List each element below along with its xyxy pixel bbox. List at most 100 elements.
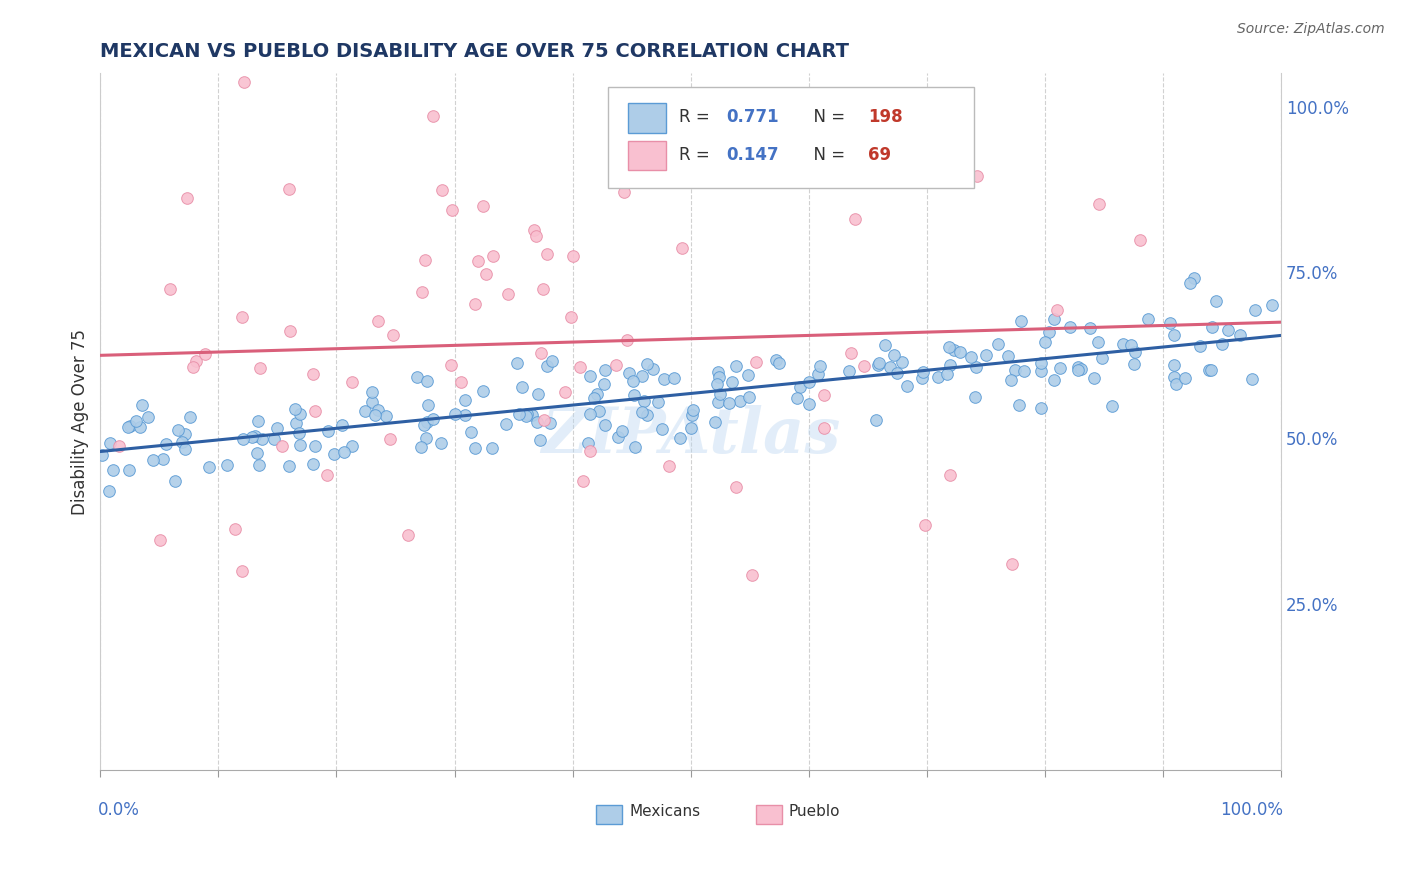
Point xyxy=(472,384,495,399)
Point xyxy=(636,357,658,371)
Point xyxy=(569,360,592,375)
Point xyxy=(215,458,238,473)
Point xyxy=(471,199,494,213)
Point xyxy=(588,404,610,418)
Point xyxy=(868,358,890,372)
FancyBboxPatch shape xyxy=(628,103,666,133)
Point xyxy=(865,412,887,426)
Point xyxy=(367,314,389,328)
Point xyxy=(416,415,439,429)
Point xyxy=(1129,233,1152,247)
Point xyxy=(741,567,763,582)
Point xyxy=(1029,364,1052,378)
Point xyxy=(1119,338,1142,352)
Point xyxy=(974,348,997,362)
Point xyxy=(707,395,730,409)
Point xyxy=(671,241,693,255)
Point xyxy=(725,480,748,494)
Point xyxy=(496,287,519,301)
Point xyxy=(304,439,326,453)
FancyBboxPatch shape xyxy=(607,87,974,188)
Point xyxy=(278,459,301,474)
Point xyxy=(1174,370,1197,384)
Point xyxy=(616,334,638,348)
Point xyxy=(966,169,988,184)
Point xyxy=(330,417,353,432)
Point xyxy=(1163,328,1185,343)
Point xyxy=(1010,314,1032,328)
Point xyxy=(381,328,404,343)
Point xyxy=(1123,357,1146,371)
Point xyxy=(579,369,602,384)
Text: MEXICAN VS PUEBLO DISABILITY AGE OVER 75 CORRELATION CHART: MEXICAN VS PUEBLO DISABILITY AGE OVER 75… xyxy=(100,42,849,61)
Point xyxy=(454,408,477,422)
Point xyxy=(879,359,901,374)
Text: Mexicans: Mexicans xyxy=(630,805,700,819)
Point xyxy=(247,458,270,472)
Point xyxy=(316,425,339,439)
Point xyxy=(576,435,599,450)
Point xyxy=(1164,376,1187,391)
Point xyxy=(510,380,533,394)
Point xyxy=(1198,363,1220,377)
Point xyxy=(582,391,605,405)
Text: 198: 198 xyxy=(868,108,903,127)
Point xyxy=(607,430,630,444)
Point xyxy=(444,408,467,422)
Point xyxy=(396,528,419,542)
Point xyxy=(738,391,761,405)
Point xyxy=(853,359,876,373)
Point xyxy=(1000,373,1022,387)
Point xyxy=(280,324,302,338)
Point xyxy=(481,249,503,263)
Point xyxy=(354,404,377,418)
Point xyxy=(524,229,547,244)
Point xyxy=(429,436,451,450)
Point xyxy=(131,398,153,412)
Point xyxy=(839,345,862,359)
Point xyxy=(647,395,669,409)
Point xyxy=(1240,372,1263,386)
Point xyxy=(91,448,114,462)
Point xyxy=(302,457,325,471)
Point xyxy=(1112,337,1135,351)
Point xyxy=(786,391,808,405)
Point xyxy=(98,436,121,450)
Point xyxy=(1031,401,1053,416)
Point xyxy=(246,414,269,428)
Text: N =: N = xyxy=(803,108,851,127)
Point xyxy=(1038,326,1060,340)
Point xyxy=(129,419,152,434)
Point xyxy=(641,362,664,376)
Point xyxy=(813,388,835,402)
Point xyxy=(304,403,326,417)
Point xyxy=(728,393,751,408)
Point xyxy=(288,425,311,440)
Point xyxy=(765,352,787,367)
Point xyxy=(938,341,960,355)
Point xyxy=(789,380,811,394)
Point xyxy=(361,385,384,400)
Point xyxy=(1059,320,1081,334)
Point xyxy=(593,362,616,376)
Point xyxy=(533,413,555,427)
Point xyxy=(422,411,444,425)
Point xyxy=(744,355,766,369)
Point xyxy=(1049,361,1071,376)
Text: 0.771: 0.771 xyxy=(725,108,779,127)
Point xyxy=(250,432,273,446)
Point xyxy=(173,442,195,456)
Point xyxy=(883,348,905,362)
Point xyxy=(467,253,489,268)
Point xyxy=(610,425,633,439)
Text: 100.0%: 100.0% xyxy=(1220,801,1284,819)
Point xyxy=(1159,316,1181,330)
Point xyxy=(605,358,627,372)
Point xyxy=(526,386,548,401)
Point xyxy=(633,394,655,409)
Point xyxy=(155,436,177,450)
Point xyxy=(117,463,139,477)
Point xyxy=(149,533,172,548)
Point xyxy=(530,345,553,359)
Point xyxy=(737,368,759,382)
